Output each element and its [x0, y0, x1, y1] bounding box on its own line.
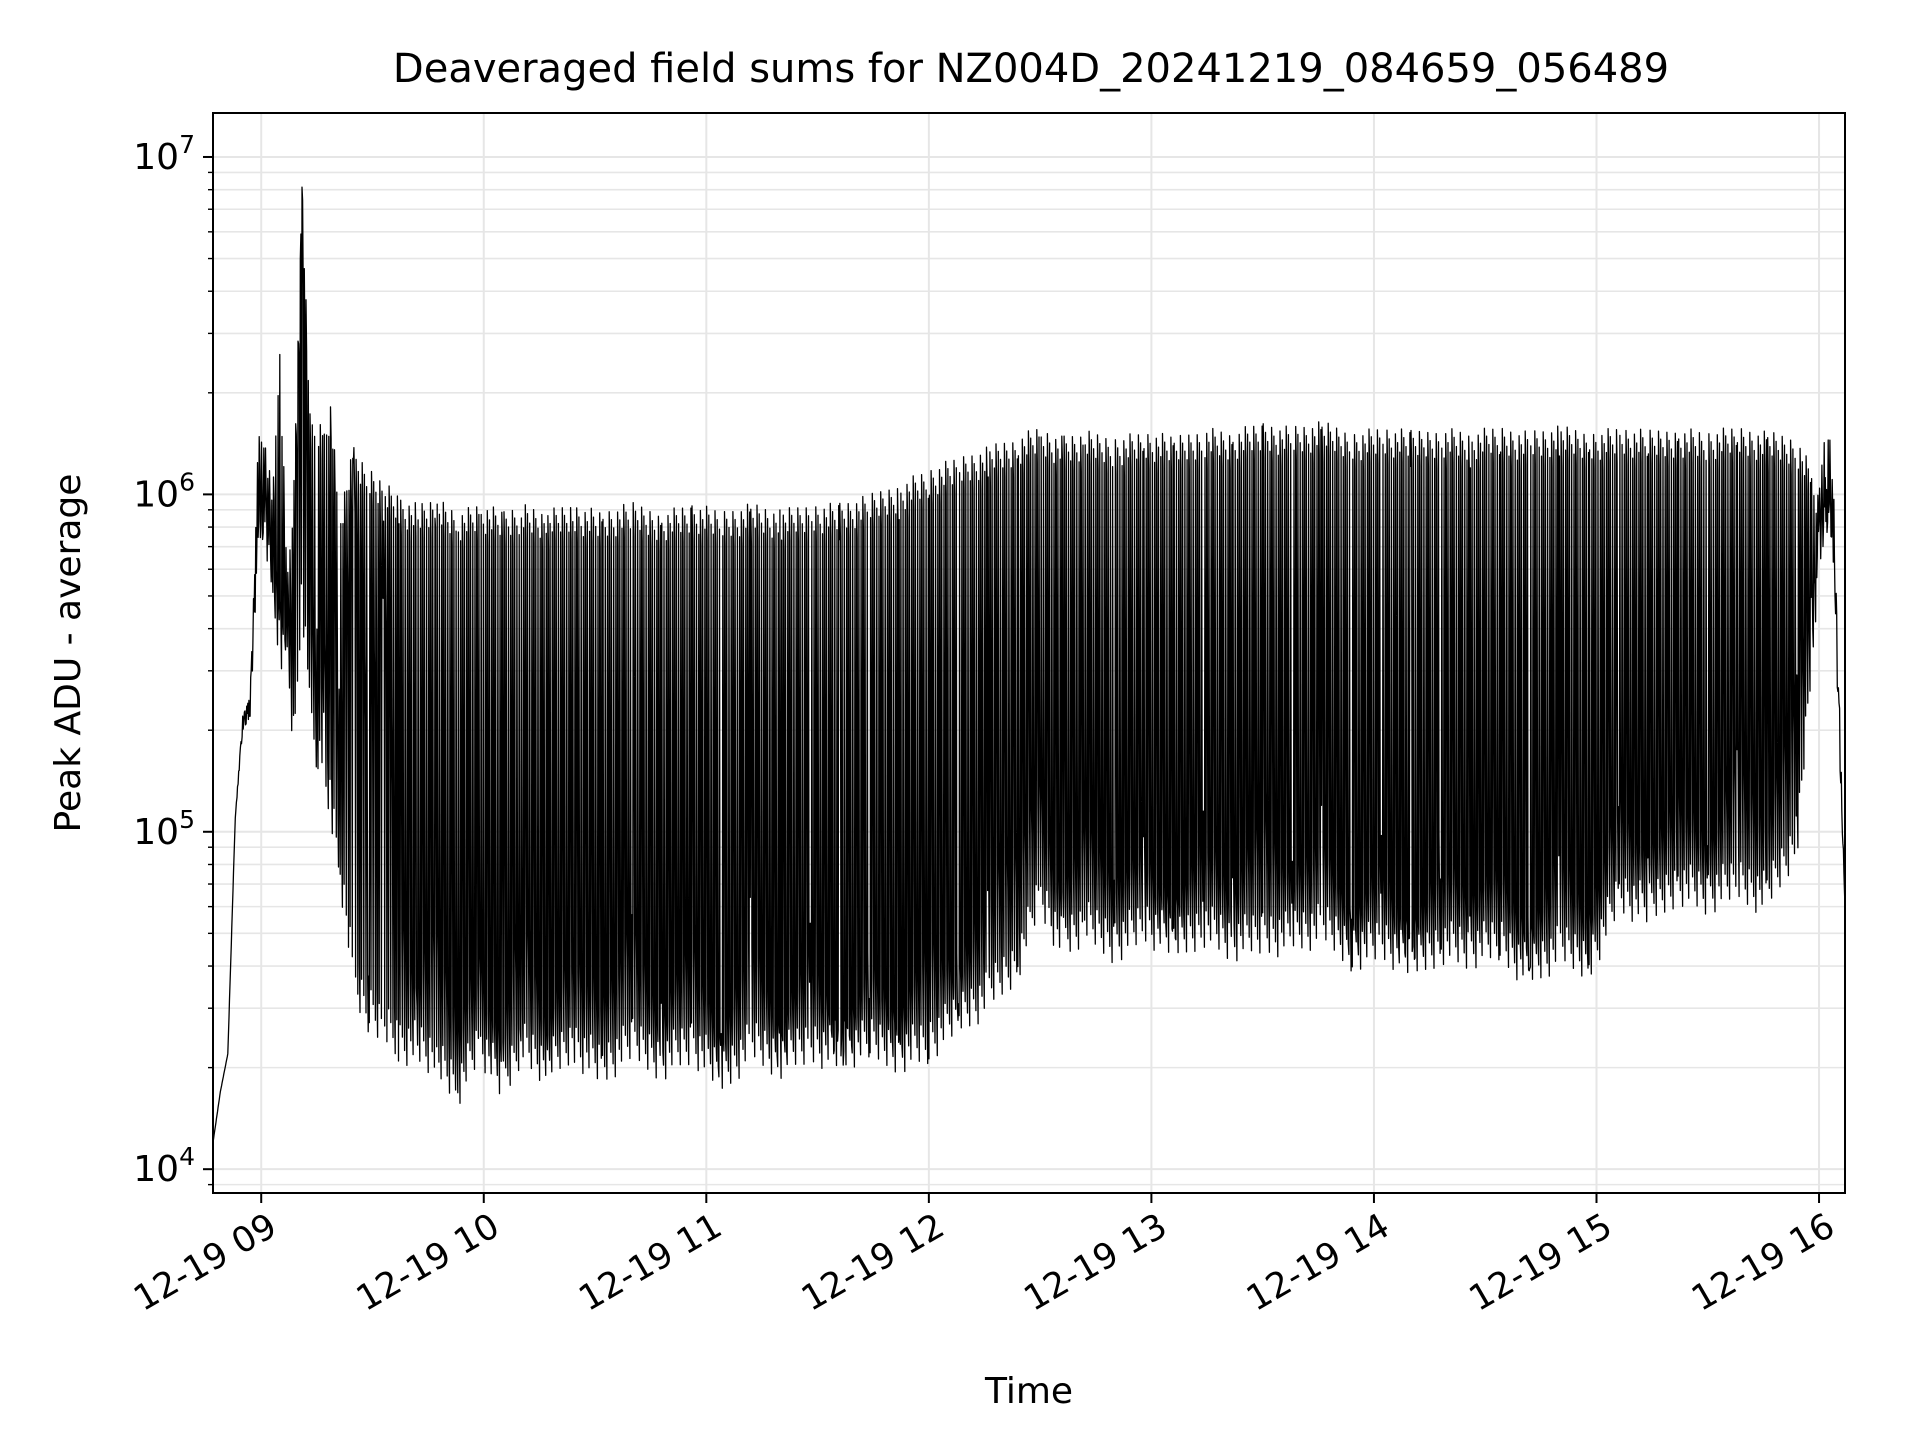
- x-tick-label: 12-19 16: [1685, 1206, 1841, 1319]
- y-axis-label: Peak ADU - average: [48, 474, 89, 833]
- x-tick-label: 12-19 14: [1240, 1206, 1396, 1319]
- series-line: [212, 186, 1846, 1143]
- x-tick-label: 12-19 11: [573, 1206, 729, 1319]
- x-tick-label: 12-19 15: [1463, 1206, 1619, 1319]
- x-axis-label: Time: [984, 1371, 1073, 1412]
- x-tick-label: 12-19 10: [350, 1206, 506, 1319]
- y-axis: 104 105 106 107: [133, 130, 213, 1190]
- x-tick-label: 12-19 12: [795, 1206, 951, 1319]
- y-tick-label: 106: [133, 467, 195, 515]
- y-tick-label: 105: [133, 805, 195, 853]
- y-tick-label: 104: [133, 1142, 195, 1190]
- y-tick-label: 107: [133, 130, 195, 178]
- x-tick-label: 12-19 13: [1018, 1206, 1174, 1319]
- x-axis: 12-19 09 12-19 10 12-19 11 12-19 12 12-19 13…: [127, 1193, 1842, 1319]
- data-series: [212, 186, 1846, 1143]
- chart-title: Deaveraged field sums for NZ004D_2024121…: [393, 46, 1669, 92]
- x-tick-label: 12-19 09: [127, 1206, 283, 1319]
- plot-frame: [212, 112, 1846, 1194]
